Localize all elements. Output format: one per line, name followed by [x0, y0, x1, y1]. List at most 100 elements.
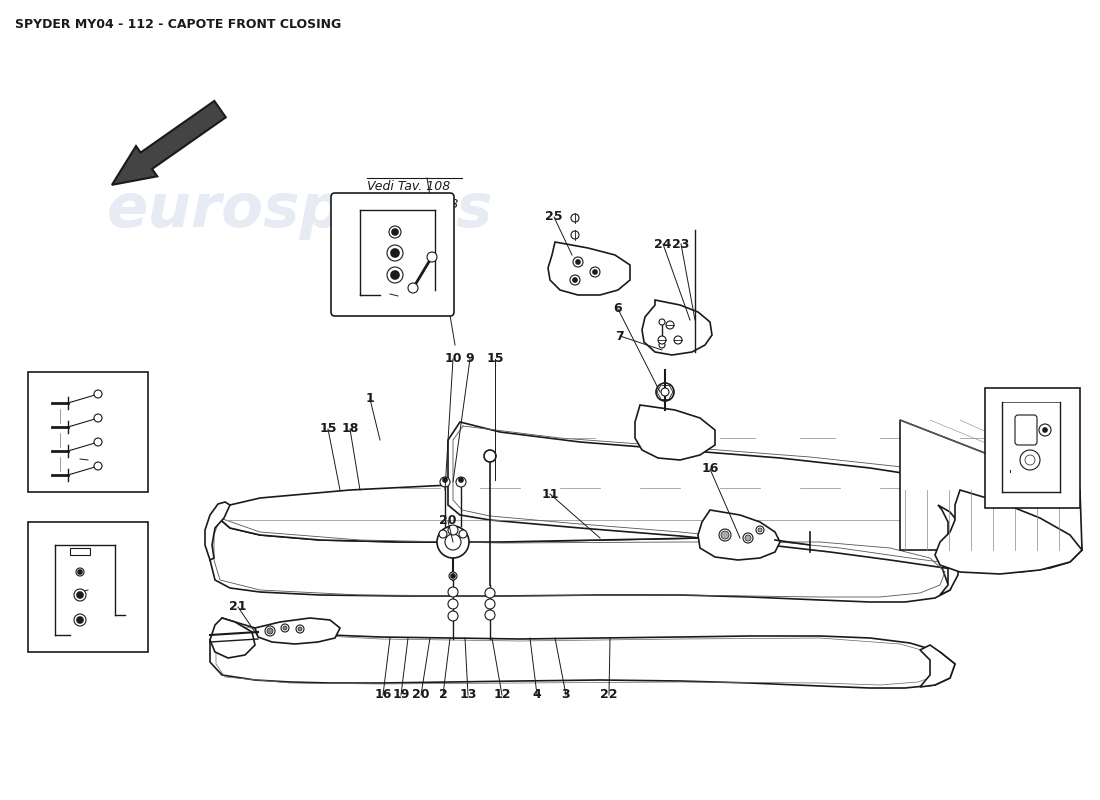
Polygon shape	[635, 405, 715, 460]
Text: 10: 10	[444, 353, 462, 366]
Circle shape	[571, 214, 579, 222]
Bar	[28, 522, 148, 652]
Circle shape	[661, 388, 669, 396]
Circle shape	[448, 599, 458, 609]
Text: 2: 2	[439, 689, 448, 702]
Circle shape	[389, 226, 402, 238]
Circle shape	[387, 267, 403, 283]
Text: See Draw. 108: See Draw. 108	[367, 198, 459, 210]
Circle shape	[666, 321, 674, 329]
Circle shape	[758, 528, 762, 532]
Circle shape	[76, 568, 84, 576]
Text: 12: 12	[493, 689, 510, 702]
Circle shape	[267, 628, 273, 634]
Circle shape	[390, 271, 399, 279]
Circle shape	[446, 534, 461, 550]
Text: 23: 23	[672, 238, 690, 250]
Text: 17: 17	[72, 586, 89, 598]
Text: eurospares: eurospares	[507, 535, 893, 594]
Text: 16: 16	[702, 462, 718, 475]
Polygon shape	[448, 422, 1082, 572]
Circle shape	[1040, 424, 1050, 436]
Circle shape	[656, 383, 674, 401]
Circle shape	[387, 245, 403, 261]
Circle shape	[94, 462, 102, 470]
Circle shape	[408, 283, 418, 293]
Polygon shape	[938, 505, 958, 595]
Circle shape	[571, 231, 579, 239]
Text: 18: 18	[341, 422, 359, 435]
Circle shape	[443, 478, 447, 482]
Polygon shape	[698, 510, 780, 560]
Text: 3: 3	[562, 689, 570, 702]
Text: 21: 21	[229, 601, 246, 614]
Circle shape	[593, 270, 597, 274]
Text: 9: 9	[465, 353, 474, 366]
Polygon shape	[214, 482, 955, 590]
Polygon shape	[935, 490, 1082, 574]
Circle shape	[265, 626, 275, 636]
Text: 4: 4	[532, 689, 541, 702]
Circle shape	[77, 617, 82, 623]
Text: 1: 1	[365, 393, 374, 406]
Text: Vedi Tav. 108: Vedi Tav. 108	[367, 179, 450, 193]
Text: 13: 13	[460, 689, 476, 702]
Polygon shape	[255, 618, 340, 644]
Text: 22: 22	[601, 689, 618, 702]
Text: eurospares: eurospares	[107, 181, 493, 239]
Circle shape	[484, 450, 496, 462]
Circle shape	[392, 229, 398, 235]
Text: 15: 15	[486, 353, 504, 366]
Polygon shape	[900, 420, 1082, 550]
Polygon shape	[642, 300, 712, 355]
Text: 25: 25	[546, 210, 563, 223]
Text: 14: 14	[72, 453, 89, 466]
Circle shape	[742, 533, 754, 543]
Circle shape	[94, 390, 102, 398]
Circle shape	[427, 252, 437, 262]
Circle shape	[280, 624, 289, 632]
Text: 5: 5	[1005, 466, 1014, 478]
Text: SPYDER MY04 - 112 - CAPOTE FRONT CLOSING: SPYDER MY04 - 112 - CAPOTE FRONT CLOSING	[15, 18, 341, 31]
Text: 11: 11	[541, 487, 559, 501]
Circle shape	[659, 342, 666, 348]
Text: 20: 20	[412, 689, 430, 702]
Circle shape	[449, 572, 456, 580]
Circle shape	[459, 530, 468, 538]
Circle shape	[283, 626, 287, 630]
Polygon shape	[210, 618, 255, 658]
Circle shape	[659, 319, 666, 325]
Circle shape	[94, 438, 102, 446]
Circle shape	[1020, 450, 1040, 470]
Circle shape	[74, 589, 86, 601]
Circle shape	[448, 587, 458, 597]
Polygon shape	[210, 618, 955, 688]
Circle shape	[576, 260, 580, 264]
Polygon shape	[920, 645, 955, 687]
Circle shape	[658, 336, 666, 344]
Polygon shape	[205, 502, 230, 560]
Circle shape	[296, 625, 304, 633]
Text: 19: 19	[393, 689, 409, 702]
Bar	[28, 372, 148, 492]
Circle shape	[674, 336, 682, 344]
Circle shape	[439, 530, 447, 538]
FancyBboxPatch shape	[1015, 415, 1037, 445]
Circle shape	[451, 574, 455, 578]
Text: 20: 20	[439, 514, 456, 527]
Circle shape	[745, 535, 751, 541]
Circle shape	[74, 614, 86, 626]
Text: 7: 7	[616, 330, 625, 342]
Circle shape	[77, 592, 82, 598]
Circle shape	[448, 525, 458, 535]
Circle shape	[78, 570, 82, 574]
Circle shape	[485, 599, 495, 609]
Circle shape	[756, 526, 764, 534]
Circle shape	[456, 477, 466, 487]
Circle shape	[390, 249, 399, 257]
Circle shape	[1043, 428, 1047, 432]
Circle shape	[485, 588, 495, 598]
FancyBboxPatch shape	[331, 193, 454, 316]
Polygon shape	[548, 242, 630, 295]
Bar	[70, 548, 90, 555]
